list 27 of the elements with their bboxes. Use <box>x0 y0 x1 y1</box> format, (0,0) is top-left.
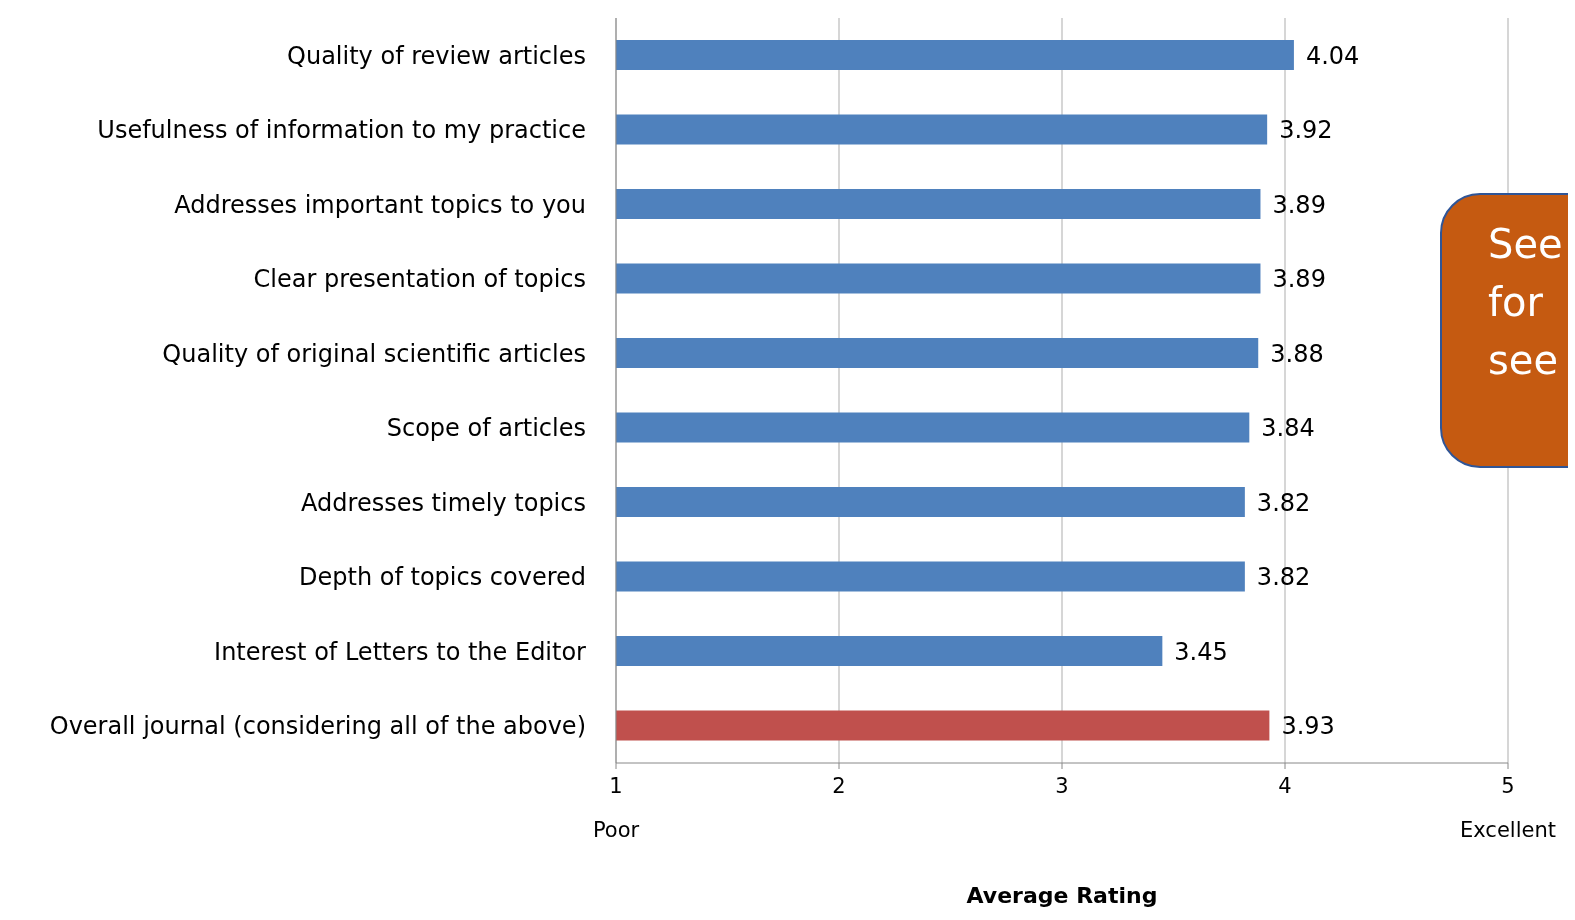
data-label: 3.82 <box>1256 488 1311 517</box>
data-label: 3.89 <box>1272 265 1326 294</box>
data-label: 3.92 <box>1279 116 1333 145</box>
y-tick-label: Clear presentation of topics <box>253 265 586 294</box>
y-tick-label: Quality of original scientific articles <box>162 339 586 368</box>
x-tick-label: 1 Poor <box>592 774 640 842</box>
data-label: 3.45 <box>1174 637 1228 666</box>
x-axis-title: Average Rating <box>966 883 1158 908</box>
data-label: 3.93 <box>1281 712 1335 741</box>
data-label: 3.89 <box>1272 190 1326 219</box>
x-tick-label: 2 <box>832 774 846 798</box>
data-label: 3.88 <box>1270 339 1324 368</box>
callout-box: See for see <box>1440 193 1568 468</box>
x-tick-label: 3 <box>1055 774 1069 798</box>
x-tick-label: 5 Excellent <box>1460 774 1556 842</box>
y-tick-label: Usefulness of information to my practice <box>97 116 586 145</box>
y-tick-label: Quality of review articles <box>287 41 586 70</box>
y-tick-label: Overall journal (considering all of the above) <box>49 712 586 741</box>
y-tick-label: Depth of topics covered <box>298 563 586 592</box>
y-tick-label: Scope of articles <box>386 414 586 443</box>
y-tick-label: Interest of Letters to the Editor <box>214 637 587 666</box>
y-tick-label: Addresses timely topics <box>301 488 586 517</box>
x-tick-label: 4 <box>1278 774 1292 798</box>
y-tick-label: Addresses important topics to you <box>174 190 586 219</box>
data-label: 3.84 <box>1261 414 1315 443</box>
data-label: 3.82 <box>1256 563 1311 592</box>
data-label: 4.04 <box>1305 41 1360 70</box>
